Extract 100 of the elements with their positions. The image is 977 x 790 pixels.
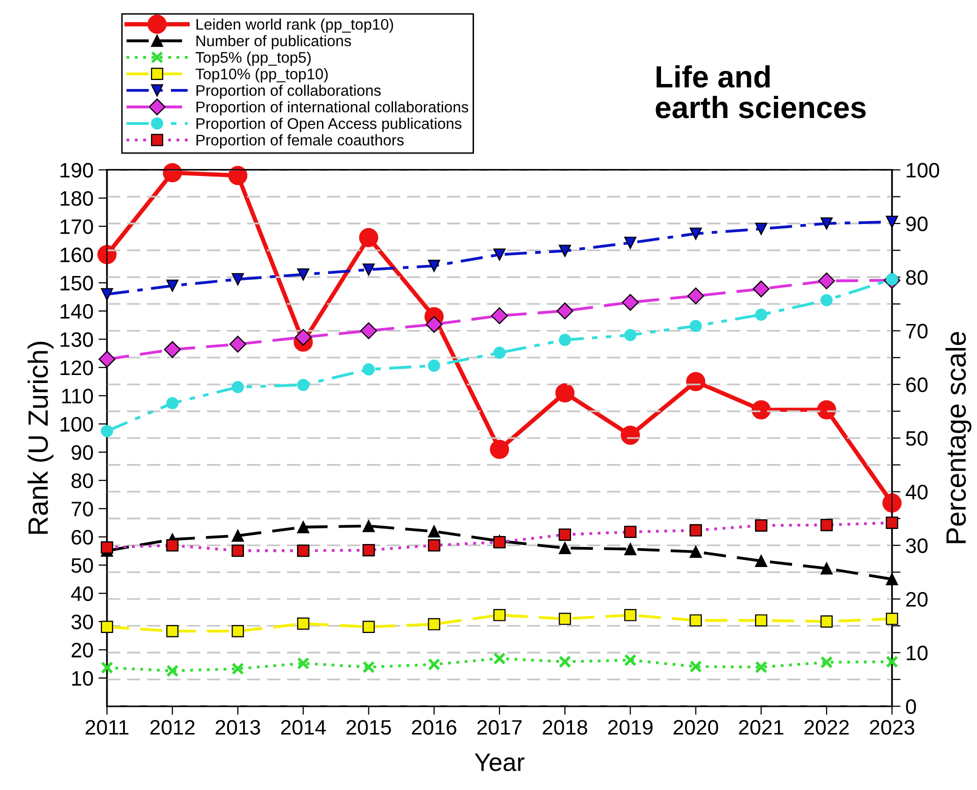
y2-tick-label: 40 — [906, 484, 928, 500]
x-tick-label: 2017 — [477, 720, 522, 735]
x-tick-label: 2018 — [542, 720, 588, 735]
point — [493, 652, 506, 665]
x-tick-label: 2016 — [412, 720, 456, 735]
point — [755, 554, 768, 568]
y2-tick-label: 30 — [906, 538, 928, 554]
point — [886, 573, 898, 586]
point — [686, 372, 706, 392]
x-tick-label: 2020 — [674, 720, 718, 735]
point — [818, 272, 835, 290]
point — [232, 273, 244, 286]
y2-tick-label: 70 — [906, 324, 928, 339]
y-tick-label: 20 — [72, 642, 93, 658]
point — [490, 440, 510, 459]
point — [820, 217, 833, 230]
point — [624, 542, 636, 556]
x-tick-label: 2014 — [281, 720, 326, 735]
point — [426, 316, 442, 333]
point — [297, 378, 310, 392]
point — [491, 307, 508, 324]
y-tick-label: 150 — [60, 276, 93, 291]
y2-tick-label: 90 — [906, 216, 928, 232]
point — [229, 336, 246, 353]
legend-label: Proportion of international collaborations — [196, 101, 468, 116]
point — [166, 664, 179, 678]
point — [100, 620, 114, 633]
point — [624, 236, 636, 249]
legend-label: Number of publications — [196, 35, 351, 50]
y-tick-label: 100 — [60, 416, 93, 432]
legend-label: Proportion of Open Access publications — [196, 118, 462, 132]
point — [817, 400, 836, 420]
y-tick-label: 10 — [72, 671, 93, 686]
point — [558, 334, 572, 346]
point — [297, 618, 310, 630]
chart-title: Life and earth sciences — [656, 65, 866, 118]
point — [886, 612, 898, 625]
y-axis-title: Rank (U Zurich) — [28, 342, 54, 534]
x-tick-label: 2015 — [346, 720, 391, 735]
point — [558, 542, 572, 554]
point — [820, 562, 833, 575]
y2-tick-label: 50 — [906, 431, 928, 446]
point — [362, 363, 375, 376]
point — [100, 288, 114, 300]
point — [428, 618, 440, 630]
y2-tick-label: 10 — [906, 646, 928, 660]
point — [690, 546, 702, 558]
point — [232, 625, 244, 638]
point — [820, 294, 833, 306]
point — [820, 656, 833, 669]
point — [428, 260, 440, 272]
point — [690, 320, 702, 332]
point — [97, 244, 117, 264]
legend-label: Top5% (pp_top5) — [196, 52, 311, 66]
point — [228, 166, 248, 186]
point — [100, 661, 114, 674]
point — [754, 660, 768, 674]
point — [752, 400, 771, 420]
point — [294, 328, 312, 346]
y2-tick-label: 0 — [906, 699, 916, 714]
point — [558, 655, 572, 668]
point — [755, 614, 768, 627]
y-tick-label: 30 — [71, 614, 93, 630]
point — [362, 264, 375, 276]
point — [755, 308, 768, 321]
point — [624, 608, 636, 622]
y2-tick-label: 20 — [906, 592, 928, 607]
point — [232, 662, 244, 675]
y-tick-label: 190 — [60, 162, 93, 178]
x-tick-label: 2011 — [86, 720, 128, 735]
y-tick-label: 180 — [60, 191, 93, 206]
y-tick-label: 80 — [72, 473, 93, 488]
point — [620, 426, 640, 445]
point — [886, 216, 898, 228]
point — [820, 615, 833, 628]
legend-label: Leiden world rank (pp_top10) — [196, 18, 394, 33]
point — [166, 280, 179, 292]
y-tick-label: 160 — [60, 248, 93, 262]
y-tick-label: 40 — [71, 586, 93, 602]
point — [624, 654, 637, 666]
point — [360, 322, 378, 340]
point — [558, 612, 572, 625]
point — [687, 287, 704, 304]
point — [362, 620, 375, 633]
point — [428, 525, 440, 538]
point — [232, 530, 244, 542]
y2-axis-title: Percentage scale — [946, 332, 972, 544]
y-tick-label: 90 — [72, 445, 93, 460]
point — [166, 397, 179, 410]
point — [882, 493, 902, 513]
legend-label: Proportion of female coauthors — [196, 134, 404, 149]
point — [886, 655, 898, 668]
y-tick-label: 130 — [60, 332, 93, 347]
y-tick-label: 70 — [72, 502, 93, 516]
point — [555, 383, 574, 402]
point — [297, 268, 310, 281]
point — [362, 660, 375, 674]
y2-tick-label: 100 — [906, 162, 940, 178]
point — [556, 302, 574, 320]
point — [428, 658, 440, 671]
